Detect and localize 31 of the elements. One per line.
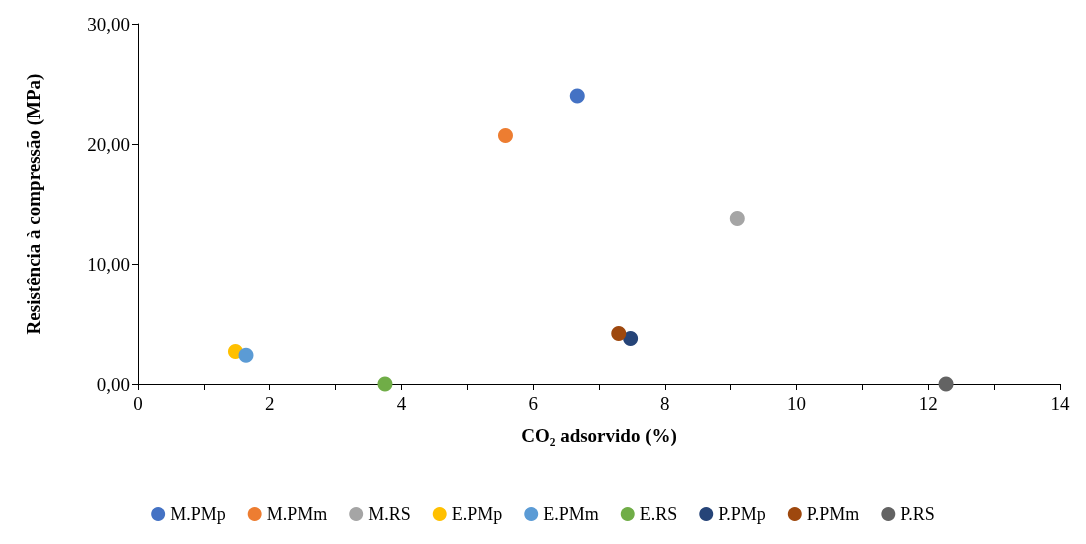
y-tick-label: 0,00 xyxy=(96,373,130,395)
x-tick-label: 8 xyxy=(660,393,670,414)
point xyxy=(938,376,954,392)
x-tick-label: 14 xyxy=(1050,393,1070,414)
legend-label: E.PMm xyxy=(543,504,599,524)
legend-label: E.PMp xyxy=(451,504,503,524)
x-tick-label: 6 xyxy=(528,393,538,414)
x-tick-label: 0 xyxy=(133,393,143,414)
point xyxy=(569,88,585,104)
legend-label: E.RS xyxy=(639,504,678,524)
point xyxy=(498,128,513,144)
y-tick-label: 30,00 xyxy=(87,13,130,35)
y-tick-label: 10,00 xyxy=(87,253,130,275)
point xyxy=(377,376,393,392)
legend-label: P.PMm xyxy=(806,504,860,524)
point xyxy=(611,326,627,342)
x-tick-label: 10 xyxy=(787,393,807,414)
point xyxy=(729,210,745,226)
legend-label: M.RS xyxy=(368,504,411,524)
x-tick-label: 12 xyxy=(918,393,938,414)
legend-label: M.PMm xyxy=(266,504,328,524)
legend-label: M.PMp xyxy=(170,504,226,524)
y-axis-title: Resistência à compressão (MPa) xyxy=(23,73,45,335)
legend-label: P.PMp xyxy=(718,504,766,524)
y-tick-label: 20,00 xyxy=(87,133,130,155)
point xyxy=(238,347,254,363)
point xyxy=(623,330,639,346)
x-tick-label: 4 xyxy=(396,393,407,414)
legend-label: P.RS xyxy=(900,504,935,524)
x-axis-title: CO₂ adsorvido (%) xyxy=(521,425,677,447)
x-tick-label: 2 xyxy=(264,393,275,414)
